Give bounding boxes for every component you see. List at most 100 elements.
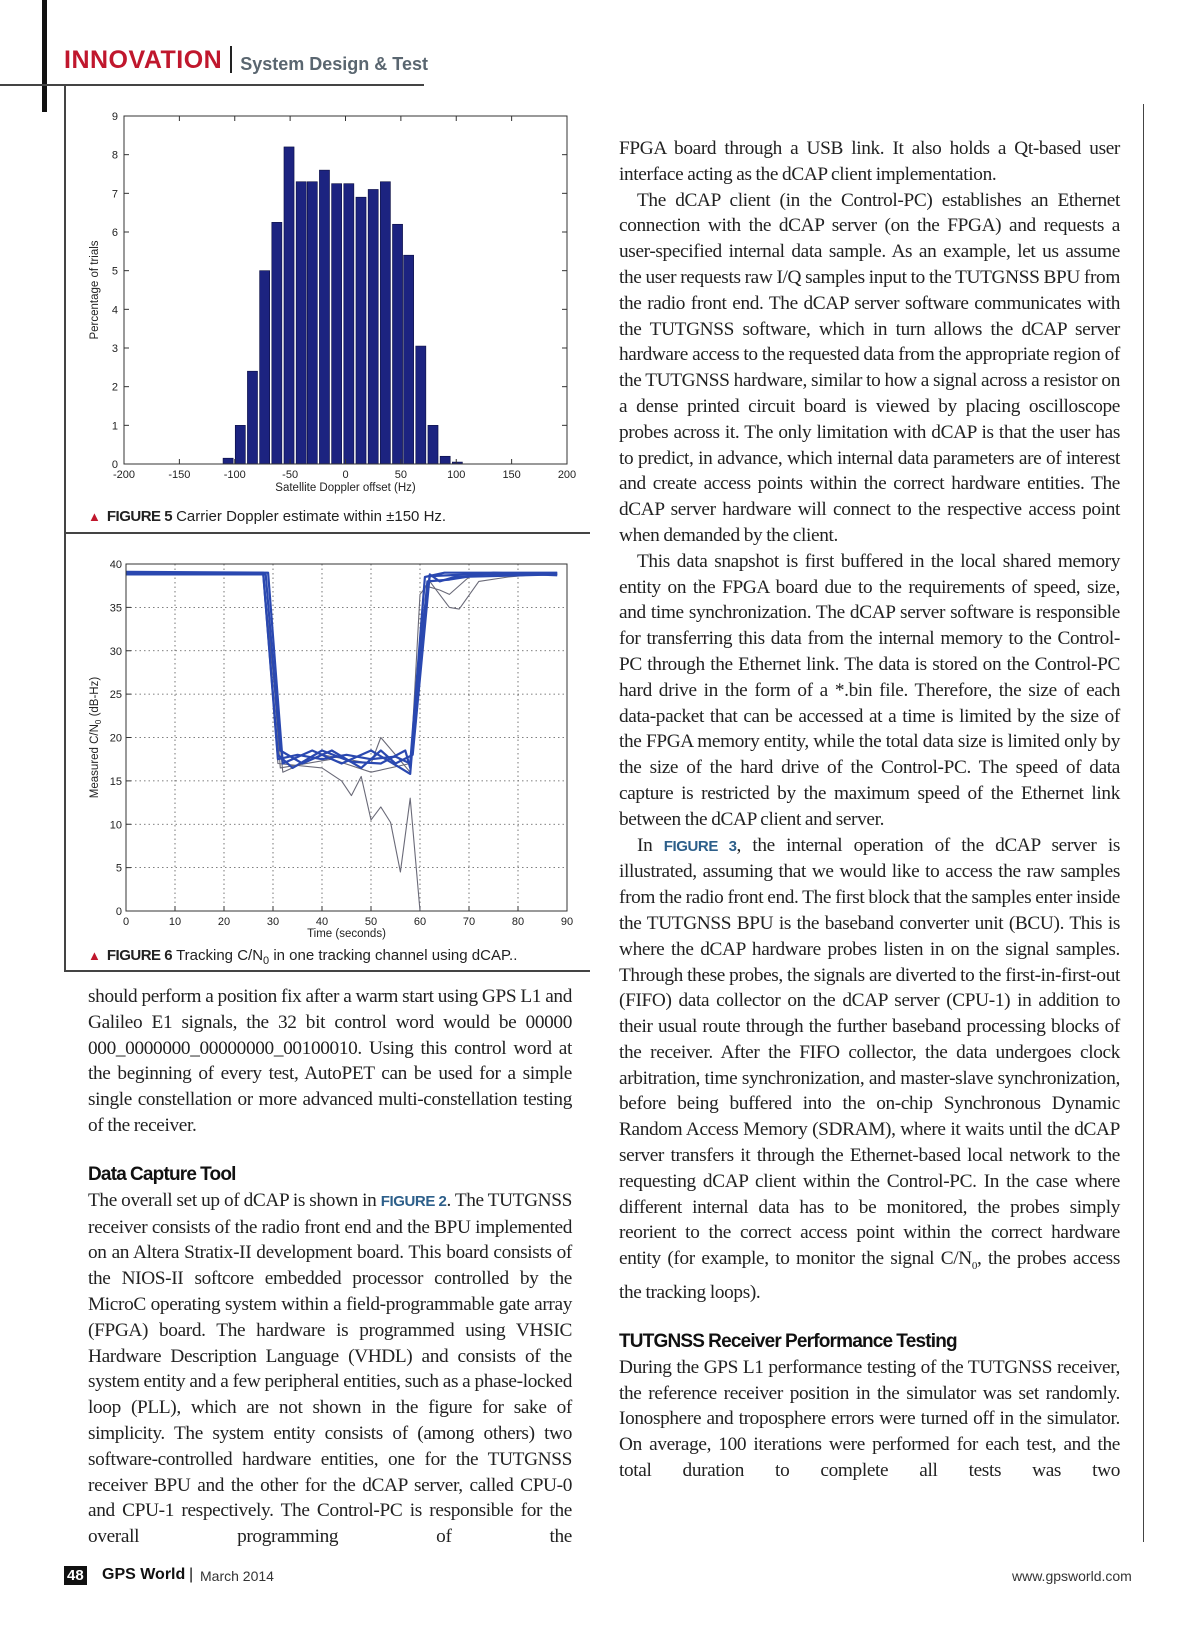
cn0-series-line	[126, 572, 421, 912]
y-tick-label: 5	[112, 266, 118, 278]
histogram-bar	[367, 189, 379, 465]
website-link[interactable]: www.gpsworld.com	[1012, 1568, 1132, 1584]
histogram-bar	[380, 181, 391, 465]
paragraph-text: The overall set up of dCAP is shown in	[88, 1189, 381, 1211]
figure-5-caption: ▲ FIGURE 5 Carrier Doppler estimate within…	[88, 508, 446, 525]
body-paragraph: This data snapshot is first buffered in …	[619, 549, 1120, 833]
x-axis-label: Satellite Doppler offset (Hz)	[275, 482, 416, 494]
histogram-bar	[259, 270, 270, 465]
histogram-bar	[392, 223, 403, 465]
paragraph-text: During the GPS L1 performance testing of…	[619, 1356, 1120, 1481]
cn0-series-line	[126, 573, 558, 769]
y-axis-label-text: Measured C/N	[89, 724, 101, 798]
figure-5-histogram: -200 -150 -100 -50 0 50 100 150 200 0 1 2 3 4 5 6 7 8 9 Sat…	[89, 111, 576, 494]
plot-frame	[125, 563, 568, 912]
histogram-bar	[355, 196, 367, 465]
right-text-column: FPGA board through a USB link. It also h…	[619, 136, 1120, 1484]
x-tick-label: 80	[512, 916, 524, 928]
paragraph-text: . The TUTGNSS receiver consists of the r…	[88, 1189, 572, 1548]
margin-bar	[42, 0, 47, 112]
x-tick-label: 10	[169, 916, 181, 928]
figure-label: FIGURE 6	[106, 947, 173, 964]
y-tick-label: 5	[116, 863, 122, 875]
caption-subscript: 0	[263, 955, 270, 967]
x-tick-label: -150	[168, 469, 190, 481]
y-tick-label: 30	[110, 646, 122, 658]
x-tick-label: 0	[342, 469, 348, 481]
body-paragraph: During the GPS L1 performance testing of…	[619, 1355, 1120, 1484]
figure-reference-link[interactable]: FIGURE 3	[663, 837, 737, 855]
histogram-bar	[295, 181, 307, 465]
y-tick-label: 3	[112, 343, 118, 355]
figure-label: FIGURE 5	[106, 508, 173, 525]
y-tick-label: 7	[112, 188, 118, 200]
caption-text: Tracking C/N	[176, 947, 264, 964]
y-axis-label: Measured C/N0 (dB-Hz)	[89, 677, 103, 799]
magazine-name: GPS World	[102, 1566, 186, 1583]
y-tick-label: 20	[110, 733, 122, 745]
x-tick-label: 60	[414, 916, 426, 928]
x-tick-label: 90	[561, 916, 573, 928]
cn0-series-line	[126, 572, 558, 773]
right-margin-rule	[1143, 104, 1144, 1542]
paragraph-text: , the probes access the tracking loops).	[619, 1248, 1120, 1303]
histogram-bar	[234, 425, 246, 465]
histogram-bar	[439, 455, 451, 465]
histogram-bar	[271, 222, 283, 465]
cn0-series-line	[126, 571, 558, 765]
histogram-bar	[306, 181, 318, 465]
x-tick-label: 200	[558, 469, 576, 481]
x-tick-label: 50	[395, 469, 407, 481]
x-tick-label: -50	[282, 469, 298, 481]
x-tick-label: -200	[113, 469, 135, 481]
running-header: INNOVATION System Design & Test	[64, 46, 428, 75]
cn0-series-line	[125, 570, 558, 775]
header-rule	[0, 84, 424, 86]
paragraph-text: should perform a position fix after a wa…	[88, 986, 572, 1136]
section-subtitle: System Design & Test	[240, 54, 428, 74]
figure-6-caption: ▲ FIGURE 6 Tracking C/N0 in one tracking c…	[88, 947, 517, 967]
caption-text: Carrier Doppler estimate within ±150 Hz.	[176, 508, 447, 525]
y-tick-label: 4	[112, 304, 118, 316]
paragraph-text: , the internal operation of the dCAP ser…	[619, 834, 1120, 1270]
cn0-series-line	[126, 572, 558, 773]
y-tick-label: 35	[110, 602, 122, 614]
x-tick-label: 50	[365, 916, 377, 928]
y-tick-label: 15	[110, 776, 122, 788]
y-tick-label: 40	[110, 559, 122, 571]
caption-text-end: in one tracking channel using dCAP..	[269, 947, 518, 964]
histogram-bar	[415, 345, 427, 465]
paragraph-text: FPGA board through a USB link. It also h…	[619, 138, 1120, 185]
y-axis-label-subscript: 0	[94, 719, 103, 724]
y-tick-label: 6	[112, 227, 118, 239]
triangle-icon: ▲	[88, 509, 101, 524]
body-paragraph: should perform a position fix after a wa…	[88, 984, 572, 1139]
figure-divider	[64, 532, 590, 534]
figure-6-line-chart: 0 10 20 30 40 50 60 70 80 900510152025303540Time …	[89, 559, 573, 940]
figure-reference-link[interactable]: FIGURE 2	[380, 1192, 447, 1210]
body-paragraph: In FIGURE 3, the internal operation of t…	[619, 833, 1120, 1306]
y-tick-label: 0	[112, 459, 118, 471]
histogram-bar	[222, 457, 234, 465]
x-tick-label: 20	[218, 916, 230, 928]
histogram-bar	[319, 169, 330, 465]
x-axis-label: Time (seconds)	[307, 928, 386, 940]
x-tick-label: 70	[463, 916, 475, 928]
x-tick-label: 100	[447, 469, 465, 481]
x-tick-label: -100	[224, 469, 246, 481]
x-tick-label: 0	[123, 916, 129, 928]
histogram-bar	[247, 370, 258, 465]
y-axis-label-unit: (dB-Hz)	[89, 677, 101, 720]
y-tick-label: 2	[112, 382, 118, 394]
y-tick-label: 1	[112, 420, 118, 432]
left-text-column: should perform a position fix after a wa…	[88, 984, 572, 1550]
footer-divider: |	[189, 1566, 194, 1583]
body-paragraph: The overall set up of dCAP is shown in F…	[88, 1188, 572, 1550]
paragraph-text: In	[637, 834, 664, 856]
y-tick-label: 9	[112, 111, 118, 123]
triangle-icon: ▲	[88, 948, 101, 963]
x-tick-label: 150	[502, 469, 520, 481]
y-tick-label: 8	[112, 150, 118, 162]
cn0-series-line	[126, 571, 558, 769]
histogram-bar	[343, 183, 355, 465]
